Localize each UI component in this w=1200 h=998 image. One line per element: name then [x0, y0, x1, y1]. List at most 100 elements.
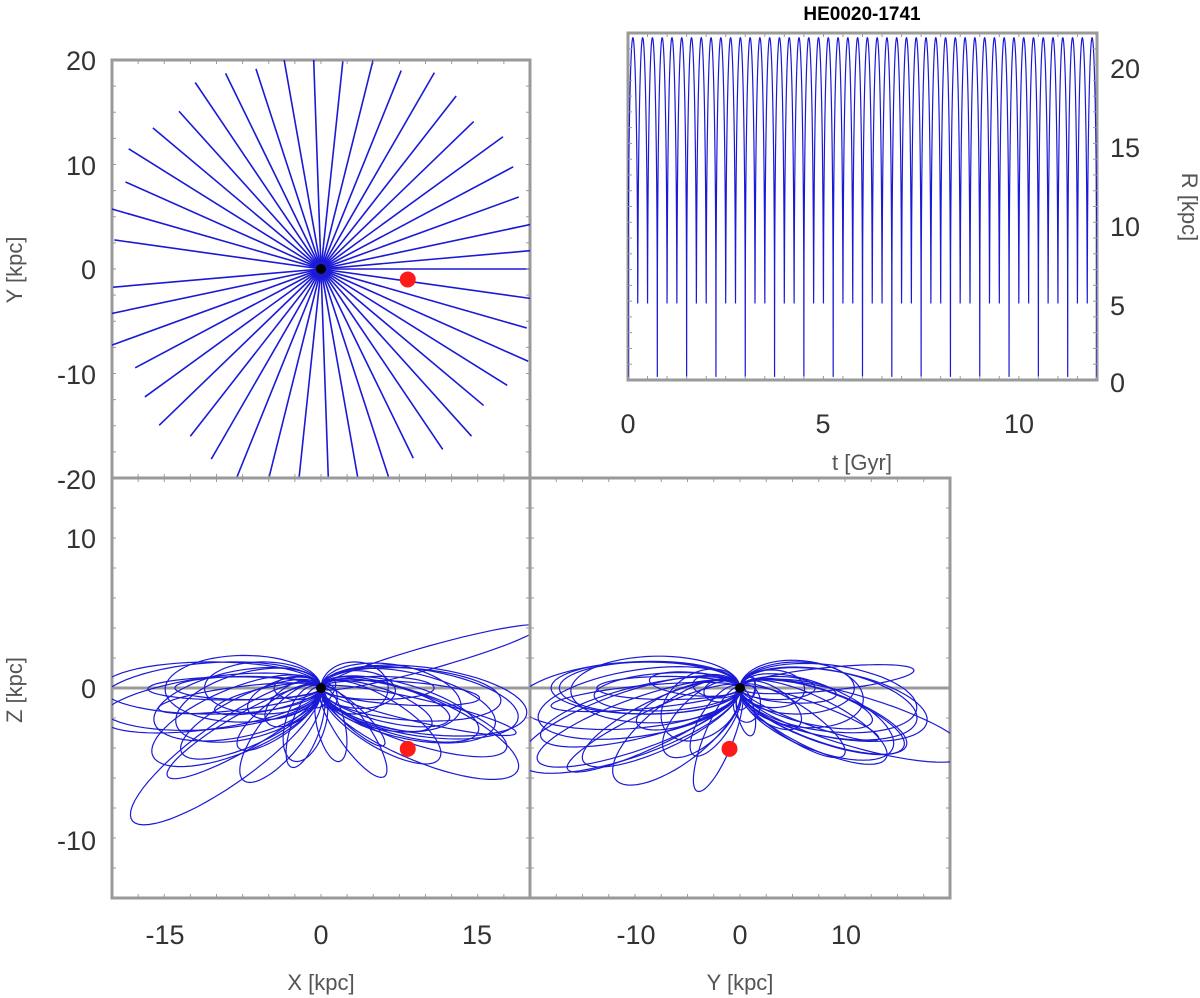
orbit-loop	[273, 675, 322, 701]
orbit-loop	[581, 679, 741, 768]
orbit-loop	[157, 682, 322, 715]
xy-orbit-spoke	[158, 268, 322, 426]
xy-orbit-spoke	[112, 268, 322, 346]
xy-origin-point	[316, 264, 326, 274]
xy-orbit-spoke	[112, 208, 322, 270]
orbit-loop	[612, 678, 742, 786]
orbit-loop	[112, 661, 322, 715]
orbit-loop	[320, 667, 497, 744]
xy-current-position-marker	[399, 271, 416, 288]
rt-xtick-label: 5	[815, 409, 830, 439]
rt-xtick-label: 10	[1004, 409, 1034, 439]
xy-orbit-spoke	[152, 127, 322, 270]
orbit-loop	[320, 662, 462, 733]
orbit-loop	[320, 676, 520, 780]
yz-current-position-marker	[721, 740, 738, 757]
orbit-loop	[320, 679, 433, 733]
rt-xlabel: t [Gyr]	[832, 450, 892, 475]
orbit-loop	[236, 682, 323, 752]
xy-orbit-spoke	[210, 268, 322, 460]
xy-orbit-spoke	[320, 136, 504, 270]
xy-ytick-label: -20	[57, 465, 96, 495]
xy-orbit-spoke	[113, 268, 322, 288]
orbit-loop	[318, 685, 388, 779]
xy-orbit-spoke	[320, 268, 473, 437]
orbit-loop	[739, 683, 846, 759]
rt-radius-curve	[628, 36, 1097, 377]
xy-orbit-spoke	[320, 268, 444, 450]
xy-ylabel: Y [kpc]	[2, 237, 27, 304]
orbit-loop	[739, 679, 888, 765]
yz-xlabel: Y [kpc]	[707, 970, 774, 995]
panel-xz: 10 0 -10 -15 0 15 X [kpc] Z [kpc]	[2, 476, 532, 995]
yz-orbit-loops	[530, 655, 950, 793]
orbit-loop	[319, 679, 442, 765]
xy-orbit-spoke	[235, 268, 322, 478]
xz-ytick-label: 10	[66, 524, 96, 554]
xy-orbit-spoke	[320, 72, 436, 270]
rt-title: HE0020-1741	[803, 4, 921, 25]
xz-origin-point	[316, 683, 326, 693]
yz-xtick-label: 0	[732, 920, 747, 950]
xy-orbit-spoke	[268, 268, 322, 477]
xy-orbit-spoke	[134, 268, 322, 369]
xy-orbit-spoke	[298, 268, 322, 478]
orbit-loop	[596, 675, 741, 701]
yz-minor-ticks	[530, 478, 950, 898]
xy-orbit-spoke	[189, 268, 322, 437]
rt-ytick-label: 20	[1110, 54, 1140, 84]
xy-orbit-spoke	[255, 68, 322, 270]
xy-orbit-spoke	[320, 268, 529, 362]
yz-xtick-label: 10	[831, 920, 861, 950]
xy-orbit-spoke	[312, 60, 322, 270]
panel-xy: 20 10 0 -10 -20 Y [kpc]	[2, 46, 532, 495]
xy-orbit-spoke	[320, 60, 374, 270]
orbit-loop	[320, 679, 481, 707]
xy-orbit-spoke	[320, 166, 514, 270]
xy-orbit-spokes	[112, 60, 530, 478]
xy-orbit-spoke	[178, 110, 322, 270]
orbit-loop	[692, 673, 741, 699]
xz-ytick-label: 0	[81, 674, 96, 704]
xy-orbit-spoke	[125, 181, 322, 270]
xy-orbit-spoke	[320, 268, 485, 407]
xy-orbit-spoke	[320, 268, 359, 478]
xz-ylabel: Z [kpc]	[2, 657, 27, 723]
orbit-loop	[570, 655, 741, 724]
xy-orbit-spoke	[320, 268, 527, 329]
xy-orbit-spoke	[320, 268, 414, 459]
orbit-loop	[593, 671, 741, 712]
orbit-loop	[129, 680, 323, 826]
xy-orbit-spoke	[320, 223, 530, 270]
rt-ylabel: R [kpc]	[1177, 173, 1200, 241]
xy-ytick-label: 10	[66, 151, 96, 181]
xy-orbit-spoke	[320, 120, 475, 270]
xz-xlabel: X [kpc]	[287, 970, 354, 995]
yz-origin-point	[735, 683, 745, 693]
rt-ytick-label: 5	[1110, 291, 1125, 321]
rt-ytick-label: 10	[1110, 212, 1140, 242]
yz-xtick-label: -10	[616, 920, 655, 950]
xz-xtick-label: -15	[145, 920, 184, 950]
orbit-loop	[239, 683, 324, 784]
xy-orbit-spoke	[114, 239, 322, 270]
orbit-loop	[112, 661, 322, 732]
xy-ytick-label: -10	[57, 360, 96, 390]
orbit-loop	[732, 684, 762, 723]
xz-xtick-label: 15	[462, 920, 492, 950]
orbit-loop	[689, 684, 743, 757]
panel-rt: HE0020-1741 20 15 10 5 0 0 5 10 t [Gyr] …	[620, 4, 1200, 475]
xy-orbit-spoke	[320, 70, 402, 270]
orbit-loop	[566, 683, 741, 773]
xy-orbit-spoke	[320, 268, 390, 478]
orbit-loop	[735, 687, 757, 737]
orbit-loop	[660, 668, 742, 742]
rt-minor-ticks	[628, 33, 1097, 380]
orbit-loop	[112, 672, 322, 734]
orbit-loop	[320, 675, 435, 701]
rt-xtick-label: 0	[620, 409, 635, 439]
xy-orbit-spoke	[320, 196, 520, 270]
orbit-loop	[539, 676, 741, 748]
xy-orbit-spoke	[320, 268, 530, 300]
